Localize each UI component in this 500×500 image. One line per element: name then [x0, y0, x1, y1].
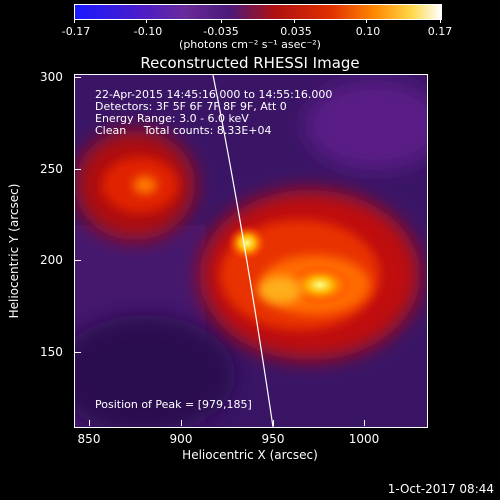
- info-detectors: Detectors: 3F 5F 6F 7F 8F 9F, Att 0: [95, 100, 287, 113]
- y-tick-label: 300: [40, 70, 63, 84]
- x-tick-label: 900: [169, 432, 193, 446]
- x-tick-mark: [89, 420, 90, 426]
- y-tick-mark: [75, 260, 81, 261]
- x-tick-mark: [273, 420, 274, 426]
- x-tick-label: 850: [77, 432, 101, 446]
- colorbar: [74, 4, 442, 20]
- x-axis-label: Heliocentric X (arcsec): [182, 448, 318, 462]
- y-tick-label: 150: [40, 345, 63, 359]
- colorbar-label: 0.17: [427, 25, 453, 38]
- colorbar-tick: [294, 19, 295, 23]
- y-tick-label: 200: [40, 253, 63, 267]
- y-axis-label: Heliocentric Y (arcsec): [7, 183, 21, 319]
- x-tick-mark: [181, 420, 182, 426]
- colorbar-tick: [221, 19, 222, 23]
- x-tick-mark: [364, 420, 365, 426]
- info-energy: Energy Range: 3.0 - 6.0 keV: [95, 112, 249, 125]
- image-title: Reconstructed RHESSI Image: [140, 54, 360, 72]
- colorbar-tick: [146, 19, 147, 23]
- rhessi-image: 22-Apr-2015 14:45:16.000 to 14:55:16.000…: [74, 74, 428, 428]
- rhessi-image-canvas: [75, 75, 427, 427]
- colorbar-tick: [366, 19, 367, 23]
- colorbar-label: -0.035: [203, 25, 239, 38]
- y-tick-mark: [75, 77, 81, 78]
- colorbar-unit: (photons cm⁻² s⁻¹ asec⁻²): [179, 38, 321, 51]
- info-clean: Clean Total counts: 8.33E+04: [95, 124, 272, 137]
- y-tick-mark: [75, 169, 81, 170]
- y-tick-mark: [75, 352, 81, 353]
- solar-limb: [212, 75, 274, 427]
- colorbar-label: 0.035: [280, 25, 312, 38]
- timestamp-footer: 1-Oct-2017 08:44: [387, 482, 494, 496]
- colorbar-label: 0.10: [355, 25, 381, 38]
- colorbar-tick: [440, 19, 441, 23]
- info-peak: Position of Peak = [979,185]: [95, 398, 252, 411]
- colorbar-tick: [74, 19, 75, 23]
- colorbar-label: -0.17: [61, 25, 91, 38]
- x-tick-label: 1000: [348, 432, 380, 446]
- colorbar-label: -0.10: [133, 25, 163, 38]
- info-time: 22-Apr-2015 14:45:16.000 to 14:55:16.000: [95, 88, 333, 101]
- x-tick-label: 950: [261, 432, 285, 446]
- y-tick-label: 250: [40, 162, 63, 176]
